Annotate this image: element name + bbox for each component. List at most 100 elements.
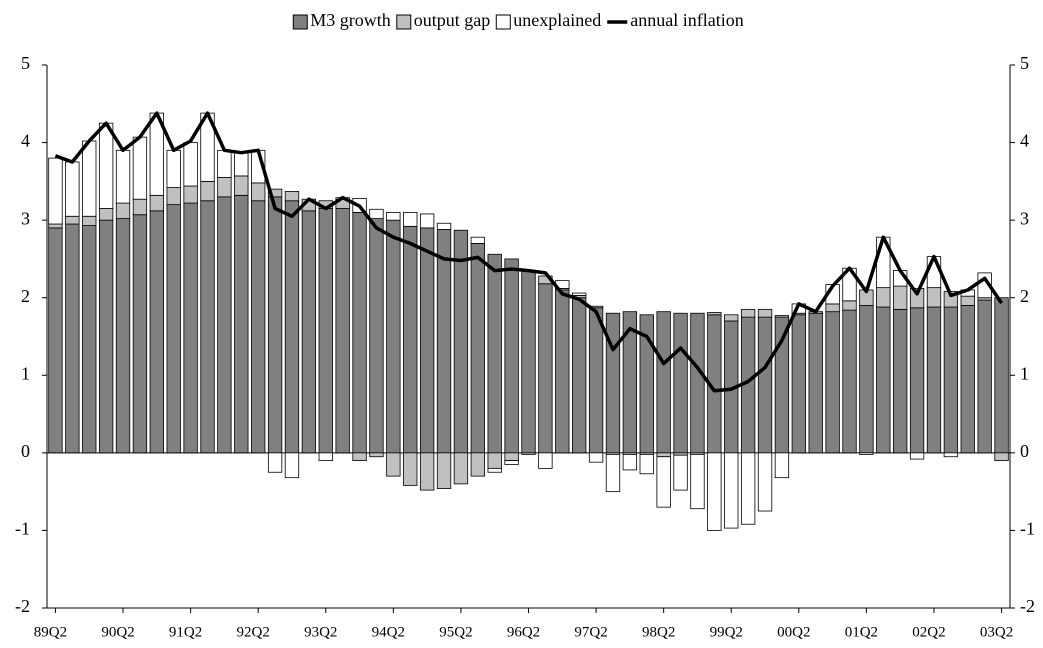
bar-segment [234,152,249,177]
bar-segment [470,452,485,477]
legend-label: unexplained [513,10,601,30]
y-tick-label: -2 [15,596,30,616]
bar-segment [893,285,908,310]
bar-segment [369,452,384,458]
bar-segment [132,214,148,454]
bar-segment [386,211,401,221]
y-tick-label: 1 [21,363,30,383]
bar-segment [403,452,418,486]
bar-segment [859,305,874,454]
bar-segment [588,307,604,454]
bar-segment [284,200,300,454]
bar-segment [115,202,131,219]
bar-segment [166,187,181,206]
y2-tick-label: 3 [1020,208,1029,228]
bar-segment [757,452,773,512]
bar-segment [740,452,756,525]
bar-segment [673,312,688,454]
bar-segment [690,312,705,454]
bar-segment [622,454,638,471]
x-tick-label: 89Q2 [34,624,67,640]
bar-segment [876,306,891,454]
bar-segment [453,229,469,454]
bar-segment [470,243,485,454]
bar-segment [504,258,519,454]
x-tick-label: 00Q2 [777,624,810,640]
bar-segment [132,136,148,200]
legend-label: output gap [414,10,491,30]
bar-segment [166,149,181,188]
bar-segment [690,454,705,510]
bar-segment [82,140,97,217]
bar-segment [352,211,367,454]
x-tick-label: 91Q2 [169,624,202,640]
x-tick-label: 99Q2 [710,624,743,640]
bar-segment [98,219,114,454]
bar-segment [757,316,773,454]
y-tick-label: 3 [21,208,30,228]
bar-segment [65,215,80,225]
bar-segment [301,210,317,454]
y2-tick-label: -1 [1020,519,1035,539]
legend-swatch [396,14,412,30]
bar-segment [724,452,739,529]
bar-segment [605,454,621,493]
bar-segment [909,307,925,454]
x-tick-label: 01Q2 [845,624,878,640]
x-tick-label: 95Q2 [439,624,472,640]
bar-segment [132,198,148,216]
bar-segment [284,452,300,479]
bar-segment [82,225,97,454]
bar-segment [707,452,722,531]
bar-segment [740,308,756,318]
y2-tick-label: -2 [1020,596,1035,616]
bar-segment [859,452,874,455]
bar-segment [183,185,198,204]
bar-segment [555,289,570,454]
y2-tick-label: 2 [1020,286,1029,306]
bar-segment [588,452,604,463]
bar-segment [572,297,587,454]
bar-segment [504,460,519,465]
bar-segment [166,204,181,454]
bar-segment [487,467,502,473]
bar-segment [960,295,975,306]
bar-segment [825,311,840,454]
y2-tick-label: 0 [1020,441,1029,461]
bar-segment [436,452,452,489]
bar-segment [200,180,215,202]
bar-segment [808,312,823,454]
bar-segment [419,213,435,229]
bar-segment [656,452,671,458]
bar-segment [386,452,401,477]
bar-segment [115,218,131,454]
bar-segment [436,229,452,454]
bar-segment [656,311,671,454]
bar-segment [943,306,959,454]
bar-segment [251,200,266,454]
bar-segment [943,452,959,458]
bar-segment [200,200,215,454]
bar-segment [403,211,418,227]
bar-segment [538,452,553,469]
legend: M3 growth output gap unexplained annual inf… [292,10,744,30]
bar-segment [842,300,857,311]
y-tick-label: 5 [21,53,30,73]
bar-segment [65,223,80,454]
bar-segment [673,454,688,491]
bar-segment [318,452,333,462]
x-tick-label: 93Q2 [304,624,337,640]
bar-segment [876,287,891,308]
bar-segment [521,452,536,455]
bar-segment [639,454,654,475]
bar-segment [267,196,283,454]
x-tick-label: 90Q2 [101,624,134,640]
bar-segment [183,142,198,187]
bar-segment [909,452,925,460]
bar-segment [487,452,502,469]
bar-segment [453,452,469,485]
bar-segment [369,208,384,219]
bar-segment [369,218,384,454]
bar-segment [419,227,435,454]
